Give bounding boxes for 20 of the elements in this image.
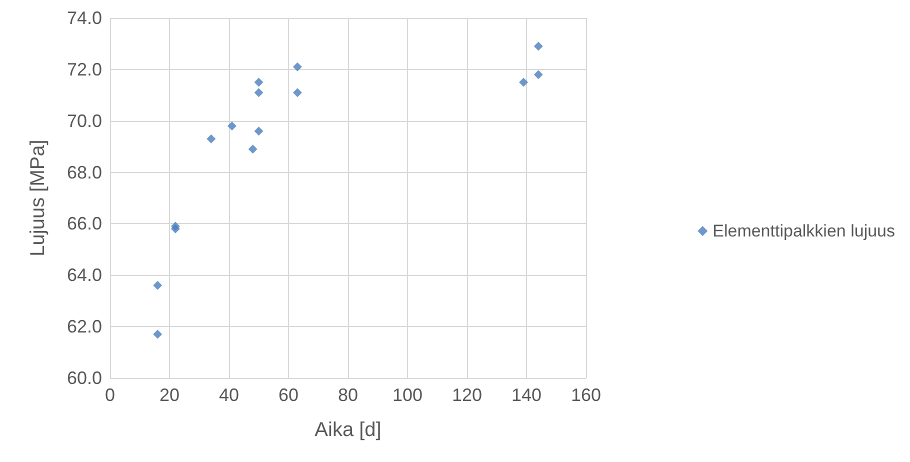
y-tick-label: 70.0 — [66, 110, 102, 131]
x-tick-label: 80 — [338, 385, 358, 405]
x-tick-label: 120 — [452, 385, 482, 405]
y-tick-label: 62.0 — [66, 316, 102, 337]
x-tick-label: 140 — [511, 385, 542, 405]
x-tick-label: 0 — [104, 385, 116, 405]
y-tick-label: 64.0 — [66, 265, 102, 286]
y-tick-label: 74.0 — [66, 8, 102, 28]
x-tick-label: 60 — [278, 385, 299, 405]
y-axis-title: Lujuus [MPa] — [27, 140, 49, 256]
y-tick-label: 72.0 — [66, 59, 102, 80]
x-axis-title: Aika [d] — [314, 419, 382, 441]
legend-label: Elementtipalkkien lujuus — [712, 222, 896, 240]
x-tick-label: 160 — [570, 385, 602, 405]
y-tick-label: 68.0 — [66, 162, 102, 182]
x-tick-label: 100 — [392, 385, 423, 405]
x-tick-label: 20 — [159, 385, 180, 405]
x-tick-label: 40 — [218, 385, 240, 405]
y-tick-label: 66.0 — [66, 214, 102, 234]
y-tick-label: 60.0 — [66, 368, 102, 388]
